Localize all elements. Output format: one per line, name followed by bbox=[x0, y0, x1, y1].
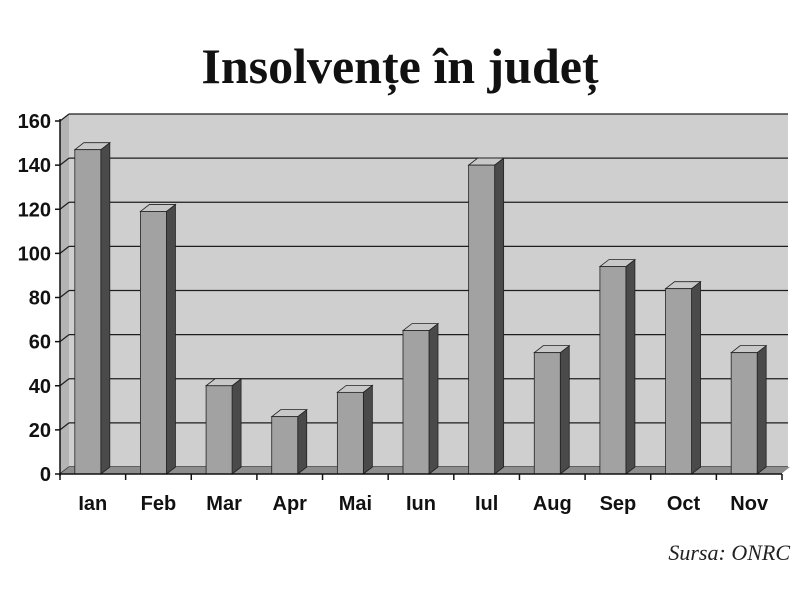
bar-side bbox=[691, 280, 701, 475]
x-tick-label: Aug bbox=[533, 493, 572, 515]
bar bbox=[139, 203, 177, 475]
x-tick-label: Iun bbox=[406, 493, 436, 515]
gridline-depth bbox=[59, 422, 70, 431]
bar-side bbox=[428, 322, 439, 475]
bar bbox=[73, 141, 111, 475]
bar-front bbox=[336, 391, 364, 475]
bar-side bbox=[166, 203, 176, 475]
axes bbox=[55, 119, 783, 480]
x-tick-label: Oct bbox=[667, 493, 701, 515]
bar-front bbox=[271, 416, 299, 475]
gridline-depth bbox=[59, 334, 70, 343]
bar-side bbox=[494, 157, 505, 475]
bar bbox=[730, 344, 768, 475]
y-tick-label: 60 bbox=[29, 332, 51, 354]
y-tick-label: 120 bbox=[18, 199, 51, 221]
bar bbox=[270, 408, 308, 475]
bar bbox=[204, 377, 243, 475]
x-tick-label: Sep bbox=[600, 493, 637, 515]
bar bbox=[598, 258, 637, 475]
y-tick-label: 80 bbox=[29, 288, 51, 310]
bar-side bbox=[297, 408, 308, 475]
bar-side bbox=[559, 344, 570, 475]
y-tick-label: 100 bbox=[18, 243, 51, 265]
bar bbox=[467, 157, 505, 475]
bar bbox=[336, 384, 374, 475]
x-tick-label: Mar bbox=[206, 493, 242, 515]
bar bbox=[401, 322, 440, 475]
x-tick-label: Feb bbox=[141, 493, 177, 515]
x-tick-label: Apr bbox=[273, 493, 308, 515]
y-tick-label: 160 bbox=[18, 111, 51, 133]
bar-front bbox=[533, 352, 561, 475]
gridline-depth bbox=[59, 201, 70, 210]
bar bbox=[664, 280, 702, 475]
y-tick-label: 0 bbox=[40, 464, 51, 486]
bar-front bbox=[730, 352, 758, 475]
bar-side bbox=[362, 384, 373, 475]
y-axis-tick-labels: 0 20 40 60 80 100 120 140 160 bbox=[18, 111, 51, 486]
bar bbox=[533, 344, 571, 475]
bar-side bbox=[100, 141, 111, 475]
y-tick-label: 140 bbox=[18, 155, 51, 177]
bar-front bbox=[599, 266, 627, 475]
x-tick-label: Mai bbox=[339, 493, 372, 515]
bar-front bbox=[74, 149, 102, 475]
y-tick-label: 20 bbox=[29, 420, 51, 442]
gridline-depth bbox=[59, 290, 70, 298]
bar-side bbox=[231, 377, 242, 475]
y-tick-label: 40 bbox=[29, 376, 51, 398]
x-axis-tick-labels: Ian Feb Mar Apr Mai Iun Iul Aug Sep Oct Nov bbox=[78, 493, 769, 515]
bars bbox=[73, 141, 768, 475]
bar-side bbox=[756, 344, 767, 475]
source-note: Sursa: ONRC bbox=[668, 540, 790, 565]
bar-side bbox=[625, 258, 636, 475]
gridline-depth bbox=[59, 113, 70, 122]
gridline-depth bbox=[59, 245, 70, 254]
bar-front bbox=[402, 330, 430, 475]
bar-front bbox=[468, 164, 496, 475]
x-tick-label: Nov bbox=[730, 493, 769, 515]
gridline-depth bbox=[59, 378, 70, 387]
bar-front bbox=[665, 288, 692, 475]
x-tick-label: Iul bbox=[475, 493, 498, 515]
x-tick-label: Ian bbox=[78, 493, 107, 515]
bar-front bbox=[140, 211, 167, 475]
bar-front bbox=[205, 385, 233, 475]
chart-title: Insolvențe în județ bbox=[201, 38, 599, 94]
gridline-depth bbox=[59, 157, 70, 166]
